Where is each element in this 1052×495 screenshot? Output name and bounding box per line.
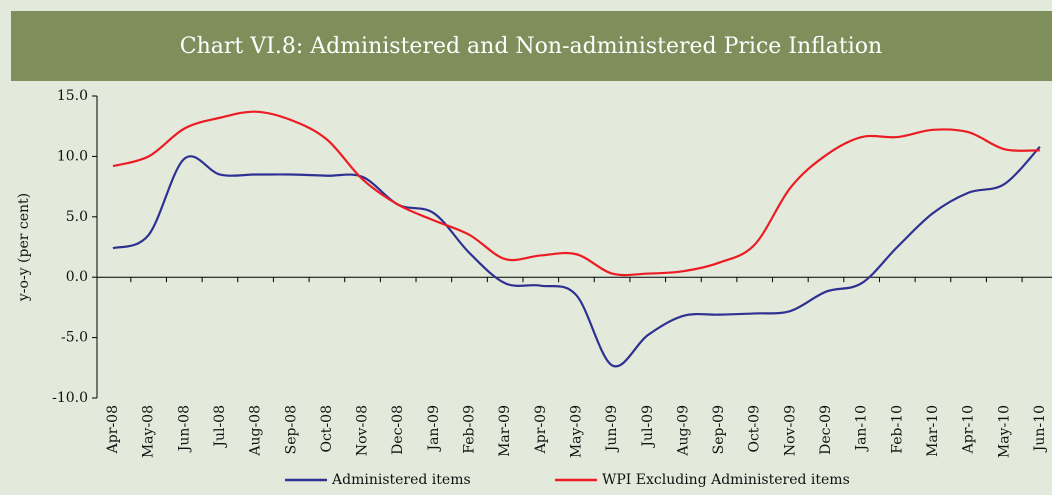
x-tick-label: Apr-08 (105, 405, 121, 454)
x-tick-label: Jun-10 (1032, 405, 1048, 453)
title-band (11, 11, 1052, 81)
x-tick-label: Nov-08 (355, 405, 371, 456)
chart-title: Chart VI.8: Administered and Non-adminis… (180, 34, 882, 59)
x-tick-label: May-08 (141, 405, 157, 458)
x-tick-label: Aug-09 (675, 405, 691, 457)
x-tick-label: Jun-08 (176, 405, 192, 453)
x-tick-label: Sep-09 (711, 405, 727, 454)
x-tick-label: Apr-09 (533, 405, 549, 454)
x-tick-label: Dec-08 (390, 405, 406, 455)
x-tick-label: Feb-09 (462, 405, 478, 454)
y-tick-label: -5.0 (61, 330, 88, 346)
x-tick-label: Apr-10 (961, 405, 977, 454)
x-tick-label: Nov-09 (782, 405, 798, 456)
series-line (112, 110, 1040, 277)
y-tick-label: -10.0 (52, 390, 88, 406)
x-tick-label: Mar-09 (497, 405, 513, 457)
x-tick-label: Jan-09 (426, 405, 442, 453)
legend-label: Administered items (331, 472, 471, 488)
x-tick-label: May-10 (996, 405, 1012, 458)
x-tick-label: Feb-10 (889, 405, 905, 454)
x-tick-label: Jun-09 (604, 405, 620, 453)
x-tick-label: Aug-08 (248, 405, 264, 457)
y-tick-label: 10.0 (57, 148, 88, 164)
y-tick-label: 5.0 (66, 209, 88, 225)
x-tick-label: Mar-10 (925, 405, 941, 457)
x-tick-label: Jul-08 (212, 405, 228, 449)
x-tick-label: Sep-08 (283, 405, 299, 454)
x-tick-label: Oct-08 (319, 405, 335, 453)
x-tick-label: Jan-10 (854, 405, 870, 453)
y-axis-label: y-o-y (per cent) (16, 193, 32, 302)
series-line (112, 145, 1041, 368)
x-tick-label: Oct-09 (747, 405, 763, 453)
x-tick-label: May-09 (568, 405, 584, 458)
x-tick-label: Dec-09 (818, 405, 834, 455)
y-tick-label: 15.0 (57, 88, 88, 104)
y-tick-label: 0.0 (66, 269, 88, 285)
legend-label: WPI Excluding Administered items (602, 472, 850, 488)
x-tick-label: Jul-09 (640, 405, 656, 449)
